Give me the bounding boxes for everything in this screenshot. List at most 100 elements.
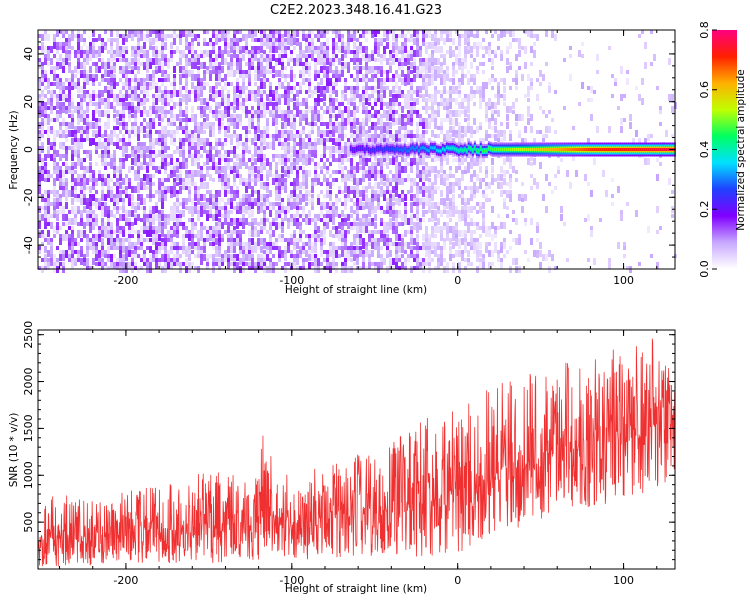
spectrogram-cell (182, 142, 185, 149)
spectrogram-cell (395, 250, 398, 257)
spectrogram-cell (179, 214, 182, 221)
spectrogram-cell (356, 70, 359, 74)
spectrogram-cell (428, 218, 431, 222)
spectrogram-cell (347, 110, 350, 114)
spectrogram-cell (386, 114, 389, 121)
spectrogram-cell (296, 102, 299, 109)
spectrogram-cell (383, 162, 386, 166)
spectrogram-cell (98, 198, 101, 202)
spectrogram-cell (311, 50, 314, 54)
spectrogram-cell (203, 54, 206, 58)
spectrogram-cell (101, 158, 104, 165)
spectrogram-cell (71, 82, 74, 86)
spectrogram-cell (62, 210, 65, 217)
spectrogram-cell (239, 90, 242, 94)
spectrogram-cell (398, 62, 401, 69)
spectrogram-cell (416, 258, 419, 265)
spectrogram-cell (152, 162, 155, 166)
spectrogram-cell (365, 90, 368, 94)
spectrogram-cell (341, 226, 344, 230)
spectrogram-cell (257, 98, 260, 102)
spectrogram-cell (59, 90, 62, 97)
spectrogram-cell (152, 150, 155, 157)
spectrogram-cell (290, 154, 293, 161)
spectrogram-cell (161, 198, 164, 205)
spectrogram-cell (77, 94, 80, 98)
spectrogram-cell (62, 162, 65, 166)
spectrogram-cell (119, 174, 122, 181)
spectrogram-cell (284, 154, 287, 161)
spectrogram-cell (230, 198, 233, 205)
spectrogram-cell (320, 78, 323, 85)
spectrogram-cell (386, 58, 389, 65)
spectrogram-cell (95, 130, 98, 137)
spectrogram-cell (62, 214, 65, 221)
spectrogram-cell (65, 202, 68, 209)
spectrogram-cell (305, 174, 308, 178)
spectrogram-cell (104, 46, 107, 50)
spectrogram-cell (311, 42, 314, 46)
spectrogram-cell (128, 30, 131, 37)
spectrogram-cell (158, 246, 161, 250)
spectrogram-cell (251, 198, 254, 205)
spectrogram-cell (206, 158, 209, 165)
spectrogram-cell (236, 114, 239, 118)
spectrogram-cell (131, 222, 134, 229)
spectrogram-cell (365, 174, 368, 178)
spectrogram-cell (95, 54, 98, 58)
spectrogram-cell (287, 62, 290, 66)
spectrogram-cell (422, 78, 425, 85)
spectrogram-cell (185, 250, 188, 257)
spectrogram-cell (419, 158, 422, 165)
spectrogram-cell (428, 170, 431, 177)
spectrogram-cell (116, 194, 119, 198)
spectrogram-cell (413, 134, 416, 138)
spectrogram-cell (365, 110, 368, 114)
spectrogram-cell (317, 58, 320, 65)
spectrogram-cell (278, 206, 281, 213)
spectrogram-cell (281, 154, 284, 158)
spectrogram-cell (290, 74, 293, 78)
spectrogram-cell (296, 142, 299, 146)
spectrogram-cell (248, 90, 251, 97)
spectrogram-cell (305, 34, 308, 41)
spectrogram-cell (308, 154, 311, 158)
spectrogram-cell (53, 70, 56, 74)
spectrogram-cell (383, 182, 386, 186)
spectrogram-cell (107, 186, 110, 193)
spectrogram-cell (230, 218, 233, 225)
spectrogram-cell (170, 114, 173, 121)
spectrogram-cell (203, 202, 206, 206)
spectrogram-cell (107, 122, 110, 129)
spectrogram-cell (230, 150, 233, 154)
spectrogram-cell (170, 154, 173, 158)
spectrogram-cell (437, 202, 440, 209)
spectrogram-cell (410, 46, 413, 50)
spectrogram-cell (329, 150, 332, 157)
spectrogram-cell (290, 66, 293, 73)
spectrogram-cell (212, 70, 215, 74)
spectrogram-cell (254, 246, 257, 253)
spectrogram-cell (431, 154, 434, 161)
spectrogram-cell (266, 118, 269, 125)
spectrogram-cell (170, 230, 173, 237)
spectrogram-cell (80, 214, 83, 218)
spectrogram-cell (131, 150, 134, 157)
spectrogram-cell (371, 218, 374, 225)
spectrogram-cell (317, 74, 320, 78)
spectrogram-cell (44, 198, 47, 202)
spectrogram-cell (104, 234, 107, 238)
spectrogram-cell (59, 178, 62, 182)
spectrogram-cell (179, 186, 182, 190)
spectrogram-cell (38, 106, 41, 113)
spectrogram-cell (281, 218, 284, 225)
spectrogram-cell (362, 158, 365, 165)
spectrogram-cell (143, 110, 146, 114)
spectrogram-cell (62, 170, 65, 177)
spectrogram-cell (416, 162, 419, 166)
spectrogram-cell (74, 186, 77, 190)
spectrogram-cell (41, 34, 44, 41)
spectrogram-cell (95, 142, 98, 146)
spectrogram-cell (89, 266, 92, 270)
spectrogram-cell (434, 178, 437, 185)
